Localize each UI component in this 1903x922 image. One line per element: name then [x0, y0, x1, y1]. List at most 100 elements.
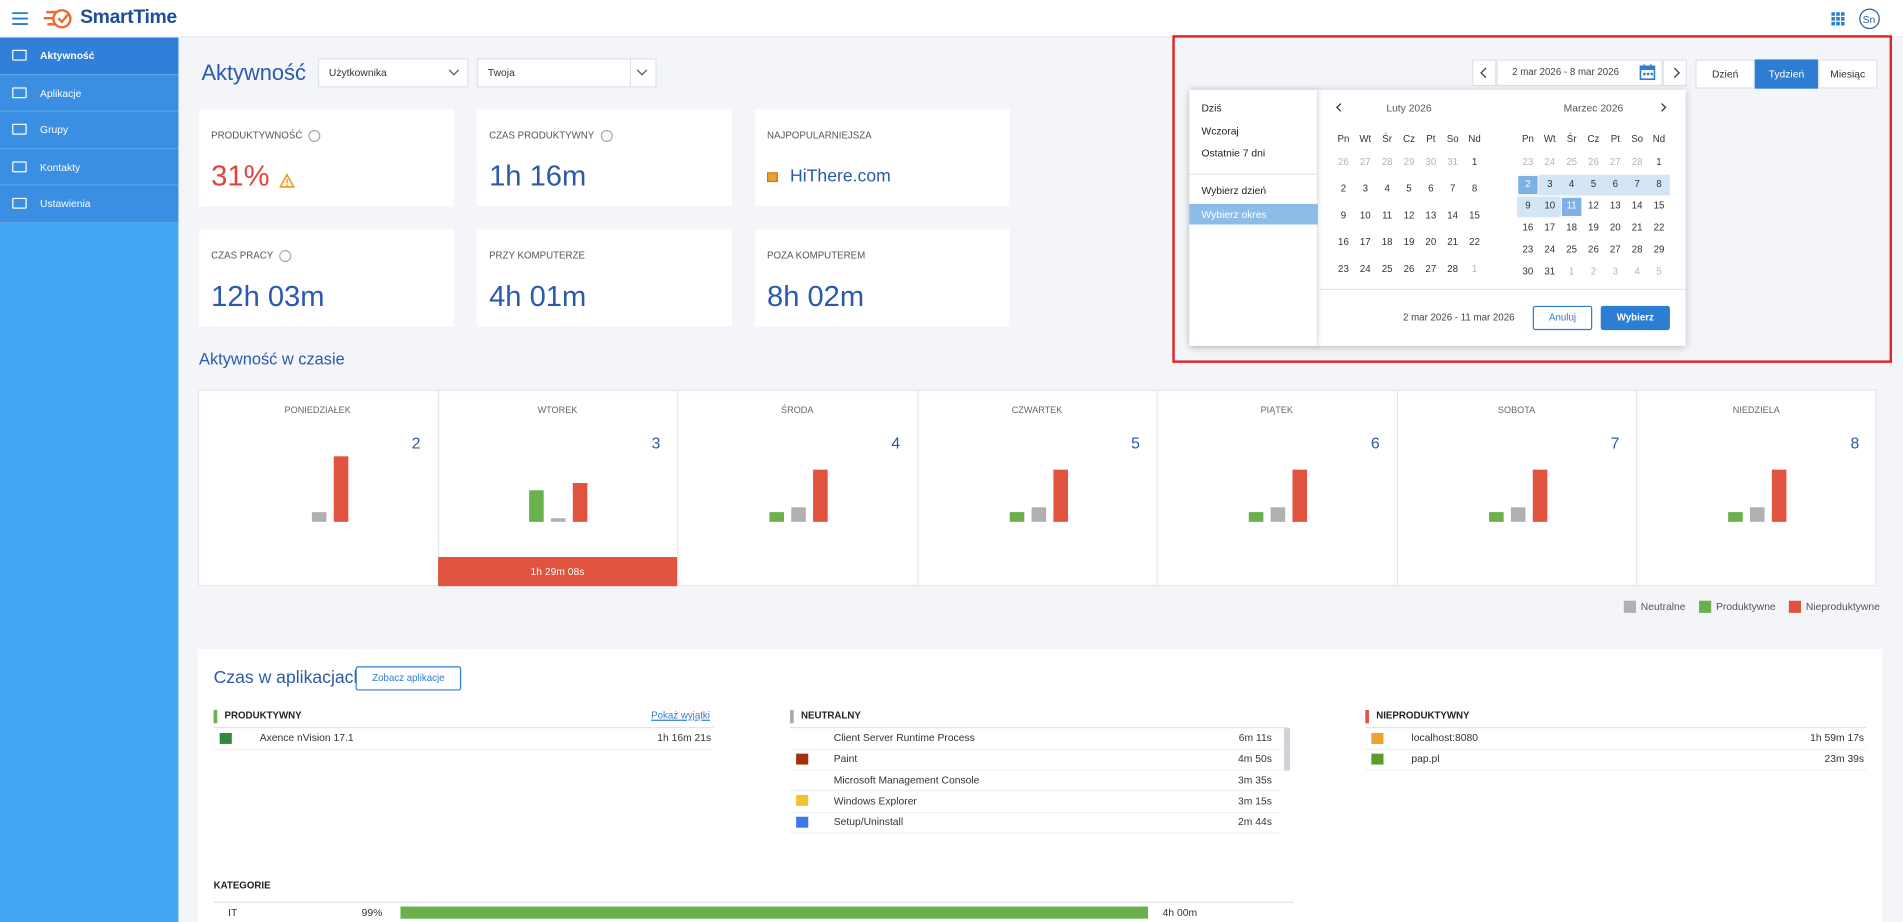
calendar-day[interactable]: 5: [1656, 265, 1662, 277]
calendar-day[interactable]: 11: [1566, 200, 1577, 212]
calendar-day[interactable]: 21: [1631, 222, 1643, 234]
calendar-day[interactable]: 18: [1566, 222, 1578, 234]
calendar-icon[interactable]: [1639, 64, 1656, 81]
calendar-day[interactable]: 3: [1362, 183, 1369, 195]
mode-label[interactable]: Tydzień: [1768, 67, 1805, 80]
calendar-day[interactable]: 22: [1653, 222, 1665, 234]
filter-select[interactable]: [317, 58, 469, 88]
calendar-day[interactable]: 8: [1471, 183, 1478, 195]
calendar-day[interactable]: 11: [1382, 209, 1393, 221]
sidebar-item[interactable]: [0, 148, 179, 186]
preset-option[interactable]: Wczoraj: [1201, 124, 1239, 137]
calendar-day[interactable]: 4: [1634, 265, 1640, 277]
calendar-day[interactable]: 18: [1381, 236, 1393, 248]
calendar-day[interactable]: 26: [1588, 243, 1599, 255]
avatar[interactable]: [1859, 8, 1880, 30]
filter-select[interactable]: [476, 58, 657, 88]
calendar-day[interactable]: 30: [1522, 265, 1534, 277]
calendar-day[interactable]: 10: [1359, 209, 1371, 221]
calendar-day[interactable]: 31: [1447, 156, 1459, 168]
calendar-day[interactable]: 13: [1425, 209, 1437, 221]
calendar-day[interactable]: 19: [1588, 222, 1599, 234]
calendar-day[interactable]: 1: [1656, 156, 1662, 168]
calendar-day[interactable]: 7: [1449, 183, 1456, 195]
calendar-day[interactable]: 3: [1547, 178, 1553, 190]
range-field[interactable]: [1496, 59, 1663, 87]
calendar-day[interactable]: 6: [1428, 183, 1434, 195]
mode-button[interactable]: [1754, 59, 1818, 89]
calendar-day[interactable]: 2: [1590, 265, 1597, 277]
calendar-day[interactable]: 8: [1656, 178, 1662, 190]
see-apps-button-label[interactable]: Zobacz aplikacje: [372, 672, 445, 684]
calendar-day[interactable]: 5: [1406, 183, 1412, 195]
apps-grid-icon[interactable]: [1831, 12, 1845, 26]
calendar-day[interactable]: 19: [1403, 236, 1415, 248]
calendar-day[interactable]: 26: [1338, 156, 1349, 168]
calendar-day[interactable]: 14: [1631, 200, 1643, 212]
calendar-day[interactable]: 4: [1568, 178, 1575, 190]
calendar-day[interactable]: 23: [1522, 243, 1534, 255]
calendar-day[interactable]: 28: [1631, 243, 1643, 255]
confirm-button[interactable]: [1600, 305, 1670, 331]
menu-icon[interactable]: [12, 12, 28, 26]
calendar-day[interactable]: 20: [1609, 222, 1621, 234]
calendar-day[interactable]: 6: [1612, 178, 1619, 190]
calendar-day[interactable]: 7: [1634, 178, 1640, 190]
calendar-day[interactable]: 26: [1588, 156, 1599, 168]
calendar-day[interactable]: 23: [1522, 156, 1534, 168]
calendar-day[interactable]: 22: [1469, 236, 1480, 248]
prev-range-button[interactable]: [1472, 59, 1497, 87]
calendar-day[interactable]: 28: [1447, 263, 1459, 275]
calendar-day[interactable]: 27: [1359, 156, 1371, 168]
calendar-day[interactable]: 29: [1403, 156, 1415, 168]
calendar-day[interactable]: 10: [1544, 200, 1556, 212]
calendar-day[interactable]: 16: [1522, 222, 1534, 234]
calendar-day[interactable]: 1: [1471, 156, 1478, 168]
calendar-day[interactable]: 31: [1544, 265, 1556, 277]
calendar-day[interactable]: 9: [1340, 209, 1347, 221]
calendar-day[interactable]: 25: [1566, 243, 1578, 255]
calendar-day[interactable]: 5: [1590, 178, 1597, 190]
sidebar-item[interactable]: [0, 74, 179, 112]
calendar-day[interactable]: 12: [1403, 209, 1415, 221]
cancel-button[interactable]: [1532, 305, 1593, 331]
calendar-day[interactable]: 15: [1469, 209, 1480, 221]
calendar-day[interactable]: 24: [1359, 263, 1371, 275]
calendar-day[interactable]: 25: [1381, 263, 1393, 275]
sidebar-item[interactable]: [0, 37, 179, 75]
calendar-day[interactable]: 14: [1447, 209, 1459, 221]
calendar-day[interactable]: 9: [1525, 200, 1531, 212]
calendar-day[interactable]: 25: [1566, 156, 1578, 168]
calendar-day[interactable]: 26: [1403, 263, 1415, 275]
mode-label[interactable]: Dzień: [1711, 67, 1739, 80]
calendar-day[interactable]: 1: [1568, 265, 1575, 277]
mode-label[interactable]: Miesiąc: [1830, 67, 1866, 80]
calendar-day[interactable]: 24: [1544, 243, 1556, 255]
sidebar-item[interactable]: [0, 185, 179, 223]
calendar-day[interactable]: 27: [1425, 263, 1437, 275]
mode-button[interactable]: [1695, 59, 1755, 89]
calendar-day[interactable]: 2: [1525, 178, 1531, 190]
calendar-day[interactable]: 27: [1609, 156, 1621, 168]
calendar-day[interactable]: 23: [1338, 263, 1349, 275]
sidebar-item[interactable]: [0, 111, 179, 149]
calendar-day[interactable]: 30: [1425, 156, 1437, 168]
calendar-day[interactable]: 20: [1425, 236, 1437, 248]
calendar-day[interactable]: 28: [1631, 156, 1643, 168]
preset-option[interactable]: Ostatnie 7 dni: [1201, 146, 1266, 159]
preset-option[interactable]: Wybierz dzień: [1201, 184, 1267, 197]
next-range-button[interactable]: [1662, 59, 1687, 87]
calendar-day[interactable]: 3: [1612, 265, 1619, 277]
group-link[interactable]: Pokaż wyjątki: [651, 709, 710, 721]
see-apps-button[interactable]: [355, 666, 462, 691]
calendar-day[interactable]: 28: [1381, 156, 1393, 168]
calendar-day[interactable]: 2: [1340, 183, 1347, 195]
calendar-day[interactable]: 1: [1471, 263, 1478, 275]
mode-button[interactable]: [1817, 59, 1878, 89]
cancel-label[interactable]: Anuluj: [1549, 311, 1577, 323]
calendar-day[interactable]: 13: [1609, 200, 1621, 212]
calendar-day[interactable]: 12: [1588, 200, 1599, 212]
calendar-day[interactable]: 4: [1384, 183, 1390, 195]
confirm-label[interactable]: Wybierz: [1616, 311, 1654, 323]
preset-option[interactable]: Wybierz okres: [1201, 207, 1267, 220]
